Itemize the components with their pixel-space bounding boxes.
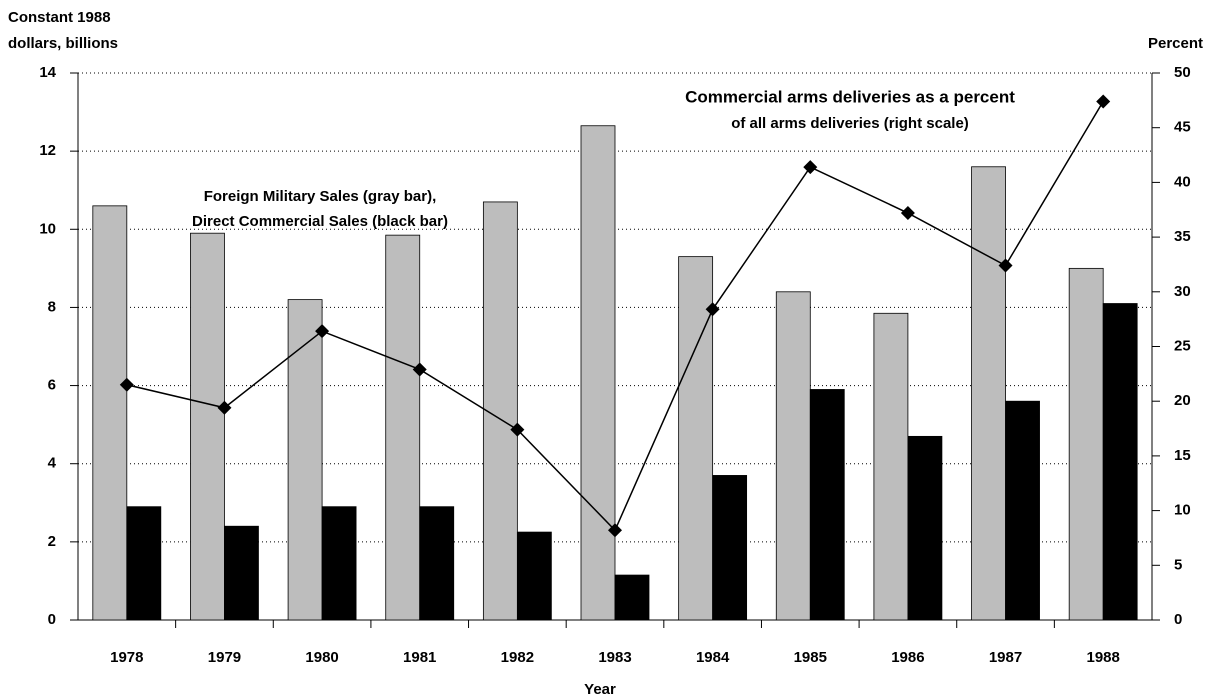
marker	[1096, 94, 1111, 109]
y2-tick-label: 45	[1174, 119, 1191, 136]
x-tick-label: 1982	[501, 649, 534, 666]
marker	[998, 258, 1013, 273]
bar	[385, 234, 421, 621]
bar	[287, 299, 323, 621]
x-tick-label: 1987	[989, 649, 1022, 666]
bar	[678, 256, 714, 621]
bar	[1102, 303, 1138, 621]
annotation: Direct Commercial Sales (black bar)	[192, 213, 448, 230]
y2-tick-label: 0	[1174, 611, 1182, 628]
x-tick-label: 1984	[696, 649, 730, 666]
y-tick-label: 4	[48, 455, 57, 472]
bar	[482, 201, 518, 621]
bar	[614, 574, 650, 621]
y2-tick-label: 5	[1174, 556, 1182, 573]
y2-tick-label: 10	[1174, 502, 1191, 519]
bar	[224, 525, 259, 621]
y2-tick-label: 15	[1174, 447, 1191, 464]
x-tick-label: 1981	[403, 649, 436, 666]
y-tick-label: 6	[48, 377, 56, 394]
annotation: Commercial arms deliveries as a percent	[685, 87, 1015, 106]
y2-tick-label: 20	[1174, 392, 1191, 409]
y-axis-label: dollars, billions	[8, 35, 118, 52]
marker	[900, 206, 915, 221]
bar	[775, 291, 811, 621]
x-tick-label: 1985	[794, 649, 827, 666]
bar	[190, 232, 225, 621]
marker	[510, 422, 525, 437]
bar	[419, 506, 455, 621]
marker	[608, 523, 622, 538]
y2-tick-label: 40	[1174, 173, 1191, 190]
bar	[321, 506, 357, 621]
y2-tick-label: 35	[1174, 228, 1191, 245]
annotation: of all arms deliveries (right scale)	[731, 115, 969, 132]
y-tick-label: 10	[39, 220, 56, 237]
y2-axis-label: Percent	[1148, 35, 1203, 52]
bar	[971, 166, 1006, 621]
bar	[580, 125, 616, 621]
y-tick-label: 8	[48, 298, 56, 315]
bar	[126, 506, 162, 621]
bar	[1005, 400, 1040, 621]
y-tick-label: 2	[48, 533, 56, 550]
x-tick-label: 1983	[598, 649, 631, 666]
y-tick-label: 14	[39, 64, 56, 81]
y-tick-label: 12	[39, 142, 56, 159]
annotation: Foreign Military Sales (gray bar),	[204, 188, 437, 205]
y2-tick-label: 30	[1174, 283, 1191, 300]
bar	[873, 312, 909, 621]
marker	[705, 302, 720, 317]
x-tick-label: 1980	[305, 649, 338, 666]
bar	[712, 475, 748, 621]
marker	[803, 160, 818, 175]
x-tick-label: 1978	[110, 649, 143, 666]
bar	[1068, 267, 1104, 621]
y2-tick-label: 25	[1174, 337, 1191, 354]
y-tick-label: 0	[48, 611, 56, 628]
x-axis-label: Year	[584, 681, 616, 698]
marker	[119, 377, 134, 392]
bar	[92, 205, 128, 621]
bar	[907, 435, 943, 621]
y-axis-label: Constant 1988	[8, 9, 111, 26]
marker	[412, 362, 427, 377]
x-tick-label: 1988	[1086, 649, 1119, 666]
marker	[315, 324, 330, 339]
bar	[809, 389, 845, 621]
y2-tick-label: 50	[1174, 64, 1191, 81]
bar	[516, 531, 552, 621]
marker	[217, 400, 232, 415]
x-tick-label: 1979	[208, 649, 241, 666]
x-tick-label: 1986	[891, 649, 924, 666]
